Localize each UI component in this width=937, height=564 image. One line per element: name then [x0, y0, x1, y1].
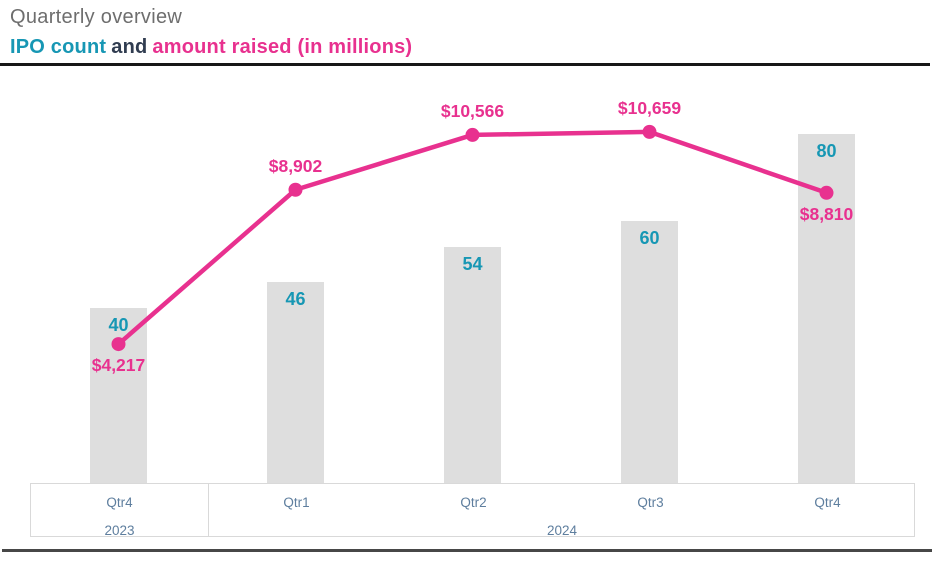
axis-quarter-label: Qtr4 — [106, 495, 133, 510]
top-rule — [0, 63, 930, 66]
axis-year-label: 2024 — [546, 523, 578, 538]
subtitle-amount-raised: amount raised (in millions) — [152, 36, 413, 58]
axis-year-label: 2023 — [104, 523, 135, 538]
line-series — [111, 124, 834, 352]
line-point — [111, 337, 126, 352]
plot-area: 40 46 54 60 80 $4,217 $8,902 $10,566 $10,659 $8,8… — [30, 90, 915, 483]
chart-subtitle: IPO count and amount raised (in millions) — [10, 36, 412, 59]
bar — [267, 282, 324, 483]
line-point — [288, 182, 303, 197]
line-point — [465, 127, 480, 142]
axis-quarter-label: Qtr1 — [283, 495, 310, 510]
page-title: Quarterly overview — [10, 6, 183, 28]
bar-value-label: 60 — [639, 228, 660, 248]
axis-quarter-label: Qtr3 — [637, 495, 664, 510]
line-value-label: $8,810 — [799, 203, 854, 224]
bar-value-label: 46 — [285, 289, 306, 310]
line-value-label: $8,902 — [268, 155, 323, 176]
axis-quarter-label: Qtr4 — [814, 495, 841, 510]
line-value-label: $10,566 — [440, 100, 505, 121]
line-value-label: $4,217 — [91, 355, 146, 376]
subtitle-ipo-count: IPO count — [10, 36, 107, 58]
line-path — [116, 129, 829, 347]
bar — [444, 247, 501, 483]
subtitle-and: and — [111, 36, 148, 58]
axis-quarter-label: Qtr2 — [460, 495, 487, 510]
bar-value-label: 80 — [816, 140, 837, 161]
x-axis: Qtr4 Qtr1 Qtr2 Qtr3 Qtr4 2023 2024 — [30, 483, 915, 538]
bottom-rule — [2, 549, 932, 552]
bar — [621, 221, 678, 483]
line-value-label: $10,659 — [617, 97, 682, 118]
line-point — [819, 185, 834, 200]
bar-value-label: 40 — [108, 315, 129, 336]
axis-group-divider — [208, 484, 209, 536]
bar-value-label: 54 — [462, 254, 483, 275]
line-point — [642, 124, 657, 139]
